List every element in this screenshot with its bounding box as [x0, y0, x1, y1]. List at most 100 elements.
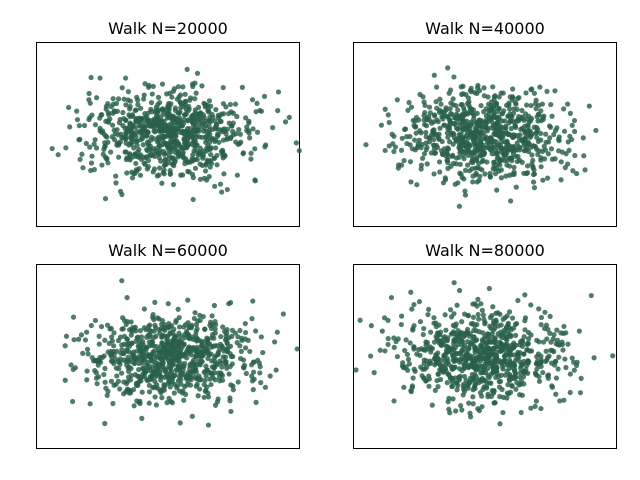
scatter-point: [573, 170, 580, 177]
scatter-point: [85, 351, 91, 357]
panel-3-points: [62, 278, 300, 428]
scatter-point: [528, 87, 534, 93]
scatter-point: [96, 333, 102, 339]
scatter-point: [111, 343, 117, 349]
scatter-point: [450, 131, 457, 137]
scatter-point: [555, 366, 561, 372]
scatter-point: [116, 154, 122, 160]
scatter-point: [182, 102, 189, 108]
scatter-point: [528, 405, 534, 411]
scatter-point: [88, 160, 95, 166]
scatter-point: [92, 122, 99, 128]
scatter-point: [531, 90, 538, 96]
scatter-point: [487, 146, 493, 153]
scatter-point: [538, 164, 544, 170]
scatter-point: [405, 356, 412, 362]
scatter-point: [137, 348, 143, 354]
scatter-point: [145, 353, 151, 359]
scatter-point: [103, 133, 109, 139]
scatter-point: [138, 122, 144, 128]
scatter-point: [419, 373, 425, 379]
scatter-point: [448, 346, 454, 352]
scatter-point: [88, 167, 94, 174]
scatter-point: [475, 347, 481, 353]
scatter-point: [547, 124, 554, 130]
scatter-point: [582, 167, 588, 173]
scatter-point: [145, 130, 151, 136]
scatter-point: [218, 118, 224, 125]
scatter-point: [524, 341, 530, 348]
scatter-point: [254, 100, 260, 106]
scatter-point: [143, 347, 149, 353]
scatter-point: [510, 119, 517, 125]
scatter-point: [519, 159, 525, 165]
scatter-point: [431, 127, 437, 133]
scatter-point: [452, 121, 458, 127]
scatter-point: [109, 334, 115, 340]
scatter-point: [191, 315, 197, 322]
scatter-point: [119, 342, 125, 348]
scatter-point: [159, 395, 165, 401]
scatter-point: [226, 371, 232, 377]
scatter-point: [147, 331, 153, 338]
scatter-point: [445, 134, 451, 140]
scatter-point: [156, 128, 162, 134]
scatter-point: [549, 113, 555, 119]
scatter-point: [169, 400, 175, 406]
scatter-point: [506, 365, 512, 371]
scatter-point: [490, 345, 496, 351]
scatter-point: [454, 302, 460, 308]
scatter-point: [214, 162, 220, 168]
scatter-point: [217, 378, 223, 384]
scatter-point: [440, 339, 446, 345]
scatter-point: [461, 342, 468, 348]
scatter-point: [385, 336, 391, 342]
scatter-point: [494, 187, 500, 193]
scatter-point: [523, 90, 529, 96]
scatter-point: [221, 171, 227, 177]
scatter-point: [76, 336, 82, 342]
scatter-point: [170, 114, 176, 120]
scatter-point: [407, 340, 413, 346]
scatter-point: [479, 167, 485, 173]
scatter-point: [252, 146, 258, 152]
scatter-point: [213, 107, 219, 113]
scatter-point: [119, 278, 125, 284]
scatter-point: [192, 310, 198, 316]
scatter-point: [500, 316, 506, 322]
scatter-point: [445, 371, 451, 377]
scatter-point: [146, 82, 152, 88]
scatter-point: [389, 131, 395, 137]
scatter-point: [186, 335, 192, 341]
scatter-point: [204, 102, 211, 109]
scatter-point: [461, 113, 467, 119]
scatter-point: [522, 318, 528, 324]
scatter-point: [199, 83, 205, 89]
scatter-point: [110, 122, 116, 128]
scatter-point: [382, 106, 388, 112]
scatter-point: [403, 337, 409, 343]
scatter-point: [153, 113, 160, 119]
scatter-point: [435, 119, 441, 125]
scatter-point: [506, 163, 513, 169]
scatter-point: [224, 135, 230, 141]
scatter-point: [202, 377, 208, 384]
scatter-point: [580, 135, 586, 141]
scatter-point: [204, 145, 210, 151]
scatter-point: [151, 384, 157, 390]
scatter-point: [368, 353, 374, 359]
scatter-point: [102, 379, 108, 385]
scatter-point: [543, 131, 549, 137]
scatter-point: [404, 140, 410, 147]
scatter-point: [536, 112, 542, 118]
scatter-point: [466, 400, 472, 406]
scatter-point: [148, 100, 155, 106]
scatter-point: [411, 301, 417, 308]
scatter-point: [438, 101, 444, 107]
scatter-point: [248, 150, 254, 156]
scatter-point: [145, 164, 151, 170]
scatter-point: [497, 378, 504, 385]
scatter-point: [385, 112, 391, 118]
scatter-point: [486, 285, 492, 292]
